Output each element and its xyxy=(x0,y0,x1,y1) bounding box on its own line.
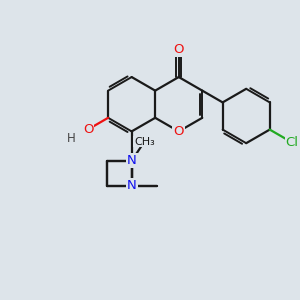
Text: Cl: Cl xyxy=(286,136,298,149)
Text: CH₃: CH₃ xyxy=(134,136,155,146)
Text: O: O xyxy=(83,123,93,136)
Text: O: O xyxy=(173,125,184,138)
Text: N: N xyxy=(127,179,136,192)
Text: O: O xyxy=(173,44,184,56)
Text: H: H xyxy=(67,132,76,146)
Text: N: N xyxy=(127,154,136,167)
